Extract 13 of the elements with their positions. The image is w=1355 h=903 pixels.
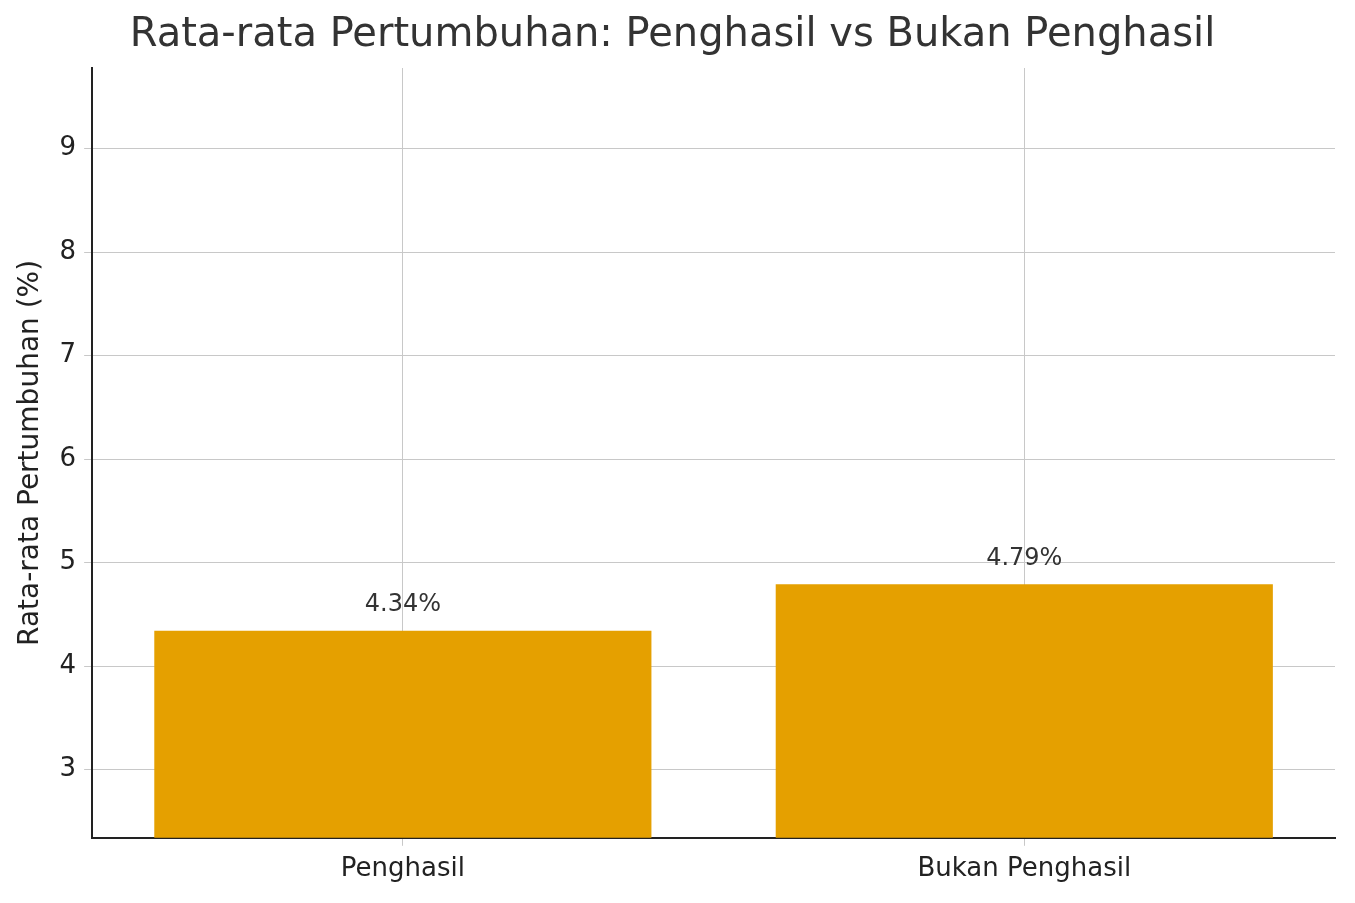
y-tick-label: 6 xyxy=(59,441,77,472)
y-tick-label: 5 xyxy=(59,545,77,576)
data-label: 4.34% xyxy=(364,589,441,618)
y-tick-label: 4 xyxy=(59,648,77,679)
y-tick-label: 8 xyxy=(59,234,77,265)
data-label: 4.79% xyxy=(986,542,1063,571)
y-tick-label: 9 xyxy=(59,131,77,162)
chart-title: Rata-rata Pertumbuhan: Penghasil vs Bukan Penghasil xyxy=(129,9,1216,56)
y-tick-label: 7 xyxy=(59,338,77,369)
x-tick-label: Penghasil xyxy=(340,852,465,883)
x-tick-label: Bukan Penghasil xyxy=(917,852,1132,883)
y-tick-label: 3 xyxy=(59,752,77,783)
y-axis-title: Rata-rata Pertumbuhan (%) xyxy=(12,259,46,646)
